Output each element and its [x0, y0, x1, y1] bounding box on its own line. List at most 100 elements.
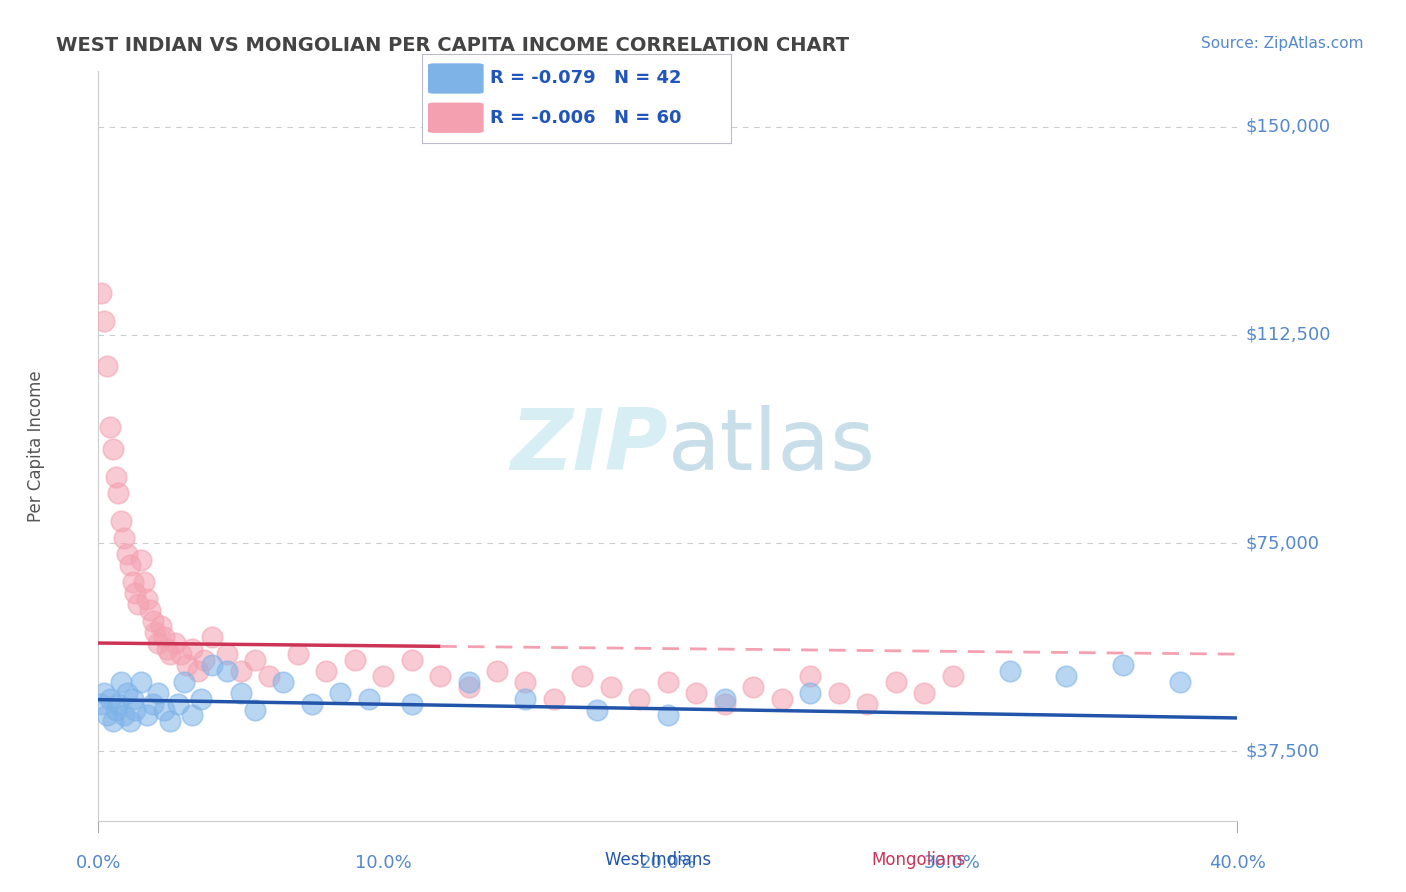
Point [742, 681, 765, 695]
Point [229, 664, 252, 678]
Text: WEST INDIAN VS MONGOLIAN PER CAPITA INCOME CORRELATION CHART: WEST INDIAN VS MONGOLIAN PER CAPITA INCO… [56, 36, 849, 54]
Point [543, 691, 565, 706]
Point [107, 697, 129, 711]
Point [138, 603, 160, 617]
Point [799, 686, 821, 700]
Text: ZIP: ZIP [510, 404, 668, 488]
Point [153, 703, 176, 717]
Point [828, 686, 851, 700]
Point [173, 674, 195, 689]
Point [135, 708, 157, 723]
Point [124, 703, 146, 717]
Point [343, 653, 366, 667]
Point [912, 686, 935, 700]
Point [98, 691, 121, 706]
Text: $37,500: $37,500 [1246, 742, 1320, 760]
Point [132, 574, 155, 589]
Point [657, 674, 679, 689]
Point [156, 641, 179, 656]
Point [112, 708, 135, 723]
Text: atlas: atlas [668, 404, 876, 488]
Text: 10.0%: 10.0% [354, 854, 412, 872]
FancyBboxPatch shape [427, 63, 484, 94]
Point [201, 631, 224, 645]
Point [93, 314, 115, 328]
Point [714, 691, 737, 706]
Point [357, 691, 380, 706]
Text: $150,000: $150,000 [1246, 118, 1331, 136]
Text: N = 60: N = 60 [613, 109, 681, 127]
Point [96, 708, 118, 723]
Point [486, 664, 509, 678]
Point [121, 574, 143, 589]
Point [141, 697, 163, 711]
Point [429, 669, 451, 683]
Point [571, 669, 593, 683]
Point [628, 691, 651, 706]
Point [373, 669, 395, 683]
Point [273, 674, 295, 689]
Point [657, 708, 679, 723]
Text: Mongolians: Mongolians [872, 851, 966, 869]
Point [401, 697, 423, 711]
Point [145, 624, 167, 639]
Point [942, 669, 965, 683]
Text: $75,000: $75,000 [1246, 534, 1320, 552]
Point [110, 514, 132, 528]
Point [90, 286, 112, 301]
Point [135, 591, 157, 606]
Point [457, 674, 479, 689]
Point [685, 686, 707, 700]
Point [215, 647, 238, 661]
Point [856, 697, 879, 711]
Point [329, 686, 352, 700]
Point [799, 669, 821, 683]
Point [121, 691, 143, 706]
Point [315, 664, 337, 678]
Text: R = -0.006: R = -0.006 [489, 109, 596, 127]
Point [259, 669, 281, 683]
Point [159, 714, 181, 728]
Text: Per Capita Income: Per Capita Income [27, 370, 45, 522]
Point [243, 653, 266, 667]
Point [129, 674, 152, 689]
Point [181, 641, 204, 656]
Point [112, 531, 135, 545]
Point [165, 636, 187, 650]
Point [201, 658, 224, 673]
Point [457, 681, 479, 695]
Point [600, 681, 623, 695]
Point [110, 674, 132, 689]
Point [115, 686, 138, 700]
Text: 40.0%: 40.0% [1209, 854, 1265, 872]
Point [170, 647, 193, 661]
FancyBboxPatch shape [427, 103, 484, 133]
Point [93, 686, 115, 700]
Point [101, 714, 124, 728]
Point [770, 691, 793, 706]
Point [150, 619, 173, 633]
Point [287, 647, 309, 661]
Point [1056, 669, 1078, 683]
Point [229, 686, 252, 700]
Point [127, 597, 149, 611]
Point [187, 664, 209, 678]
Text: R = -0.079: R = -0.079 [489, 70, 596, 87]
Point [190, 691, 212, 706]
Point [167, 697, 190, 711]
Text: West Indians: West Indians [605, 851, 710, 869]
Point [193, 653, 215, 667]
Point [1112, 658, 1135, 673]
Point [176, 658, 198, 673]
Point [153, 631, 176, 645]
Point [148, 636, 170, 650]
Point [107, 486, 129, 500]
Text: Source: ZipAtlas.com: Source: ZipAtlas.com [1201, 36, 1364, 51]
Point [115, 547, 138, 561]
Point [401, 653, 423, 667]
Point [215, 664, 238, 678]
Point [515, 674, 537, 689]
Text: 30.0%: 30.0% [924, 854, 981, 872]
Point [714, 697, 737, 711]
Point [1170, 674, 1192, 689]
